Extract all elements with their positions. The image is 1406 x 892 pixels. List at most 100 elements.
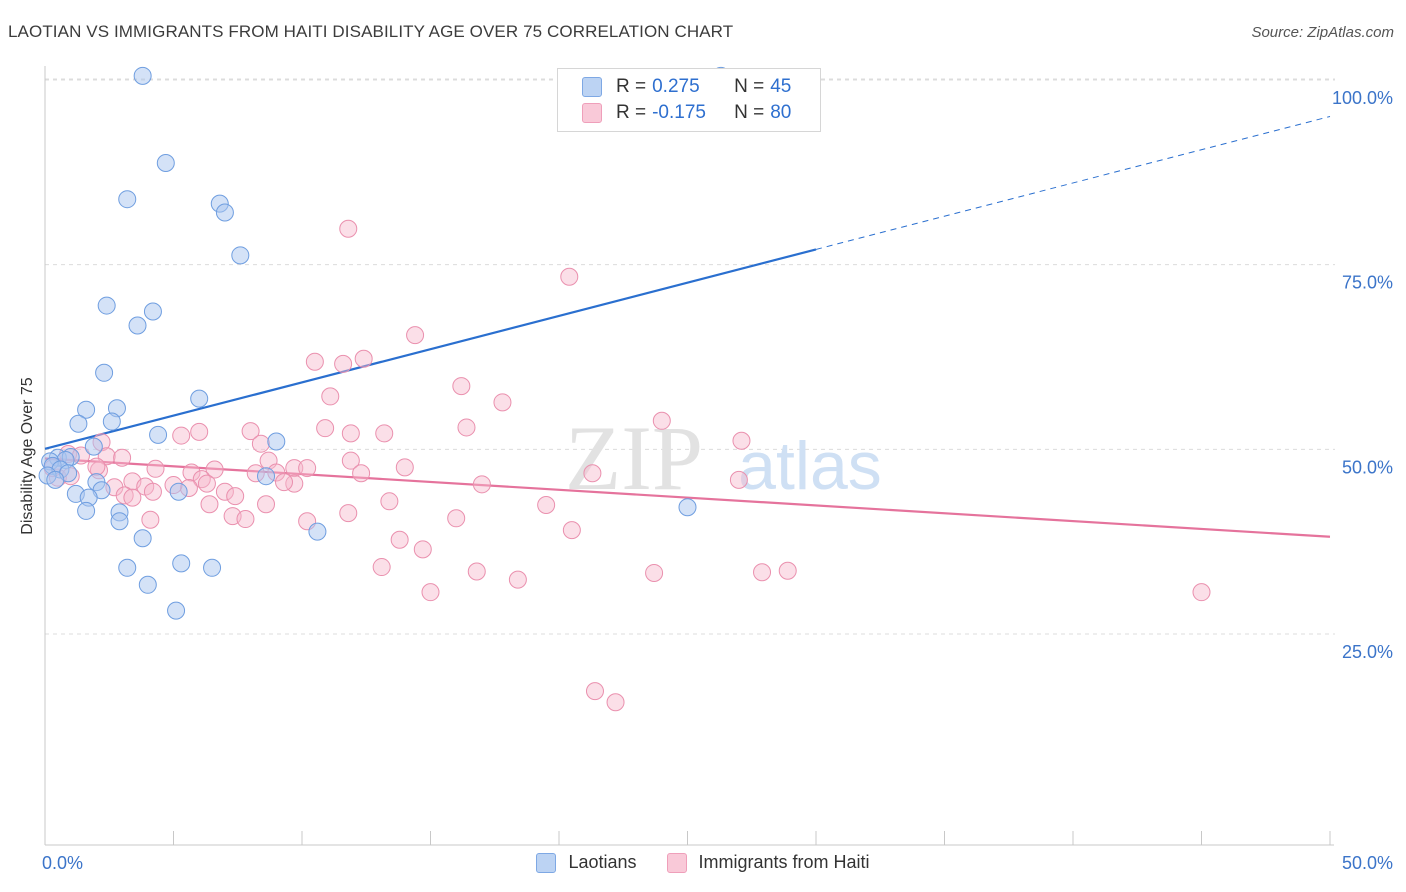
laotians-point xyxy=(95,363,114,382)
laotians-point xyxy=(308,522,327,541)
laotians-point xyxy=(167,601,186,620)
y-tick-label: 75.0% xyxy=(1342,273,1393,293)
series-legend: Laotians Immigrants from Haiti xyxy=(0,852,1406,873)
haiti-point xyxy=(729,470,748,489)
haiti-point xyxy=(472,475,491,494)
haiti-point xyxy=(339,504,358,523)
legend-item-haiti[interactable]: Immigrants from Haiti xyxy=(666,852,870,873)
haiti-point xyxy=(413,540,432,559)
haiti-point xyxy=(341,451,360,470)
laotians-point xyxy=(77,400,96,419)
n-label: N = xyxy=(734,76,765,97)
haiti-point xyxy=(652,411,671,430)
laotians-point xyxy=(84,437,103,456)
laotians-point xyxy=(257,467,276,486)
haiti-point xyxy=(380,492,399,511)
legend-item-laotians[interactable]: Laotians xyxy=(536,852,637,873)
haiti-point xyxy=(560,267,579,286)
haiti-point xyxy=(585,682,604,701)
laotians-swatch xyxy=(582,77,602,97)
haiti-point xyxy=(732,431,751,450)
laotians-trend-extension xyxy=(815,115,1331,250)
laotians-point xyxy=(190,389,209,408)
haiti-point xyxy=(316,419,335,438)
haiti-point xyxy=(172,426,191,445)
haiti-point xyxy=(753,563,772,582)
haiti-point xyxy=(146,459,165,478)
haiti-point xyxy=(421,583,440,602)
laotians-point xyxy=(133,529,152,548)
haiti-point xyxy=(123,488,142,507)
haiti-point xyxy=(305,352,324,371)
legend-label: Laotians xyxy=(568,852,637,872)
r-value: 0.275 xyxy=(652,76,700,97)
tick-labels: 100.0% 75.0% 50.0% 25.0% 0.0% 50.0% xyxy=(42,88,1393,873)
haiti-point xyxy=(197,474,216,493)
x-tick-label: 0.0% xyxy=(42,853,83,873)
laotians-point xyxy=(46,470,65,489)
haiti-point xyxy=(778,561,797,580)
haiti-point xyxy=(215,482,234,501)
haiti-point xyxy=(1192,583,1211,602)
y-tick-label: 25.0% xyxy=(1342,642,1393,662)
haiti-point xyxy=(583,464,602,483)
haiti-point xyxy=(457,418,476,437)
haiti-point xyxy=(452,377,471,396)
haiti-point xyxy=(447,509,466,528)
haiti-point xyxy=(375,424,394,443)
laotians-point xyxy=(231,246,250,265)
haiti-point xyxy=(508,570,527,589)
grid-lines xyxy=(45,78,1335,635)
laotians-point xyxy=(203,558,222,577)
haiti-point xyxy=(562,521,581,540)
haiti-point xyxy=(226,487,245,506)
laotians-point xyxy=(128,316,147,335)
r-value: -0.175 xyxy=(652,102,706,123)
laotians-point xyxy=(110,512,129,531)
laotians-point xyxy=(143,302,162,321)
laotians-point xyxy=(97,296,116,315)
haiti-point xyxy=(406,326,425,345)
stats-legend: R = 0.275 N = 45 R = -0.175 N = 80 xyxy=(557,68,821,132)
haiti-point xyxy=(339,219,358,238)
laotians-point xyxy=(267,432,286,451)
r-label: R = xyxy=(616,76,647,97)
haiti-point xyxy=(493,393,512,412)
haiti-point xyxy=(200,495,219,514)
haiti-point xyxy=(645,563,664,582)
haiti-point xyxy=(321,387,340,406)
haiti-point xyxy=(341,424,360,443)
laotians-point xyxy=(172,554,191,573)
haiti-point xyxy=(182,463,201,482)
haiti-point xyxy=(205,460,224,479)
laotians-point xyxy=(169,482,188,501)
laotians-point xyxy=(69,414,88,433)
haiti-point xyxy=(141,510,160,529)
y-tick-label: 50.0% xyxy=(1342,457,1393,477)
haiti-legend-swatch xyxy=(666,852,687,873)
laotians-point xyxy=(215,203,234,222)
y-axis-title: Disability Age Over 75 xyxy=(19,377,36,535)
haiti-point xyxy=(467,562,486,581)
chart-title: LAOTIAN VS IMMIGRANTS FROM HAITI DISABIL… xyxy=(8,22,734,41)
laotians-trend-line xyxy=(44,248,817,450)
haiti-point xyxy=(275,473,294,492)
legend-label: Immigrants from Haiti xyxy=(698,852,870,872)
haiti-point xyxy=(395,458,414,477)
haiti-point xyxy=(236,510,255,529)
haiti-point xyxy=(143,482,162,501)
haiti-point xyxy=(251,434,270,453)
n-value: 45 xyxy=(770,76,792,97)
haiti-point xyxy=(352,464,371,483)
source-label: Source: ZipAtlas.com xyxy=(1251,24,1394,41)
haiti-point xyxy=(606,693,625,712)
haiti-point xyxy=(241,422,260,441)
haiti-point xyxy=(537,496,556,515)
haiti-point xyxy=(298,459,317,478)
haiti-point xyxy=(372,558,391,577)
haiti-point xyxy=(285,459,304,478)
laotians-point xyxy=(149,425,168,444)
laotians-point xyxy=(118,190,137,209)
haiti-point xyxy=(113,448,132,467)
